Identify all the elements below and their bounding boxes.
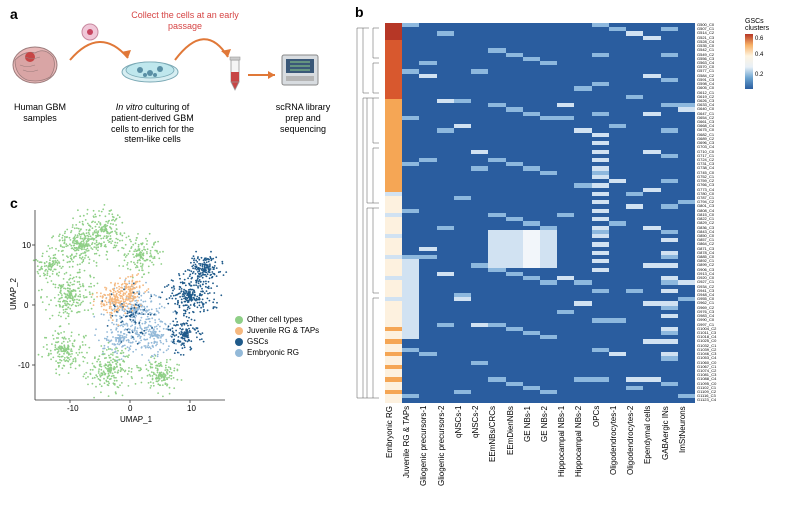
ytick-1: 0: [24, 301, 29, 310]
umap-xlabel: UMAP_1: [120, 415, 153, 424]
panel-c-umap: -10 0 10 -10 0 10 UMAP_1 UMAP_2 Other ce…: [10, 195, 345, 495]
colorbar-title: GSCs clusters: [745, 18, 780, 32]
legend-dot: [235, 327, 243, 335]
xlabel: ImStNeurons: [678, 406, 695, 501]
legend-label: Juvenile RG & TAPs: [247, 326, 319, 335]
xlabel: GABAergic INs: [661, 406, 678, 501]
xlabel: qNSCs-1: [454, 406, 471, 501]
workflow-svg: [10, 10, 340, 190]
legend-dot: [235, 338, 243, 346]
legend-item: Juvenile RG & TAPs: [235, 326, 319, 335]
xlabel: EEmDienNBs: [506, 406, 523, 501]
heatmap-rowlabels: G500_C0G507_C1G514_C2G521_C3G528_C4G535_…: [697, 23, 752, 403]
xlabel: Hippocampal NBs-1: [557, 406, 574, 501]
colorbar: GSCs clusters 0.6 0.4 0.2: [745, 18, 780, 88]
rowlabel: G1123_C4: [697, 398, 752, 402]
colorbar-gradient: [745, 34, 753, 89]
legend-item: Embryonic RG: [235, 348, 319, 357]
umap-legend: Other cell types Juvenile RG & TAPs GSCs Em…: [235, 315, 319, 359]
xlabel: Oligodendrocytes-2: [626, 406, 643, 501]
sample-label: Human GBM samples: [10, 102, 70, 124]
cb-tick-0: 0.6: [755, 36, 763, 42]
xlabel: OPCs: [592, 406, 609, 501]
xlabel: Oligodendrocytes-1: [609, 406, 626, 501]
panel-a-workflow: Collect the cells at an early passage Hu…: [10, 10, 340, 190]
xlabel: Ependymal cells: [643, 406, 660, 501]
legend-label: Embryonic RG: [247, 348, 299, 357]
xtick-0: -10: [67, 404, 79, 413]
legend-dot: [235, 316, 243, 324]
legend-dot: [235, 349, 243, 357]
xlabel: Hippocampal NBs-2: [574, 406, 591, 501]
legend-label: GSCs: [247, 337, 268, 346]
xlabel: GE NBs-2: [540, 406, 557, 501]
heatmap-xlabels: Embryonic RGJuvenile RG & TAPsGliogenic …: [385, 406, 695, 501]
cb-tick-1: 0.4: [755, 52, 763, 58]
xlabel: EEmNBs/CRCs: [488, 406, 505, 501]
legend-item: GSCs: [235, 337, 319, 346]
culturing-italic: In vitro: [116, 102, 143, 112]
xtick-2: 10: [187, 404, 196, 413]
xlabel: Gliogenic precursors-1: [419, 406, 436, 501]
xlabel: Gliogenic precursors-2: [437, 406, 454, 501]
xlabel: Embryonic RG: [385, 406, 402, 501]
legend-item: Other cell types: [235, 315, 319, 324]
culturing-label: In vitro culturing of patient-derived GB…: [105, 102, 200, 145]
xtick-1: 0: [128, 404, 133, 413]
collect-text: Collect the cells at an early passage: [130, 10, 240, 32]
heatmap-grid: [385, 23, 695, 403]
cb-tick-2: 0.2: [755, 72, 763, 78]
xlabel: qNSCs-2: [471, 406, 488, 501]
umap-ylabel: UMAP_2: [10, 277, 18, 310]
ytick-2: 10: [22, 241, 31, 250]
seq-label: scRNA library prep and sequencing: [268, 102, 338, 134]
ytick-0: -10: [18, 361, 30, 370]
umap-plot: -10 0 10 -10 0 10 UMAP_1 UMAP_2: [10, 195, 240, 425]
xlabel: Juvenile RG & TAPs: [402, 406, 419, 501]
legend-label: Other cell types: [247, 315, 303, 324]
panel-b-heatmap: Embryonic RGJuvenile RG & TAPsGliogenic …: [355, 8, 785, 498]
dendrogram: [355, 23, 383, 403]
xlabel: GE NBs-1: [523, 406, 540, 501]
umap-points: [33, 204, 227, 399]
